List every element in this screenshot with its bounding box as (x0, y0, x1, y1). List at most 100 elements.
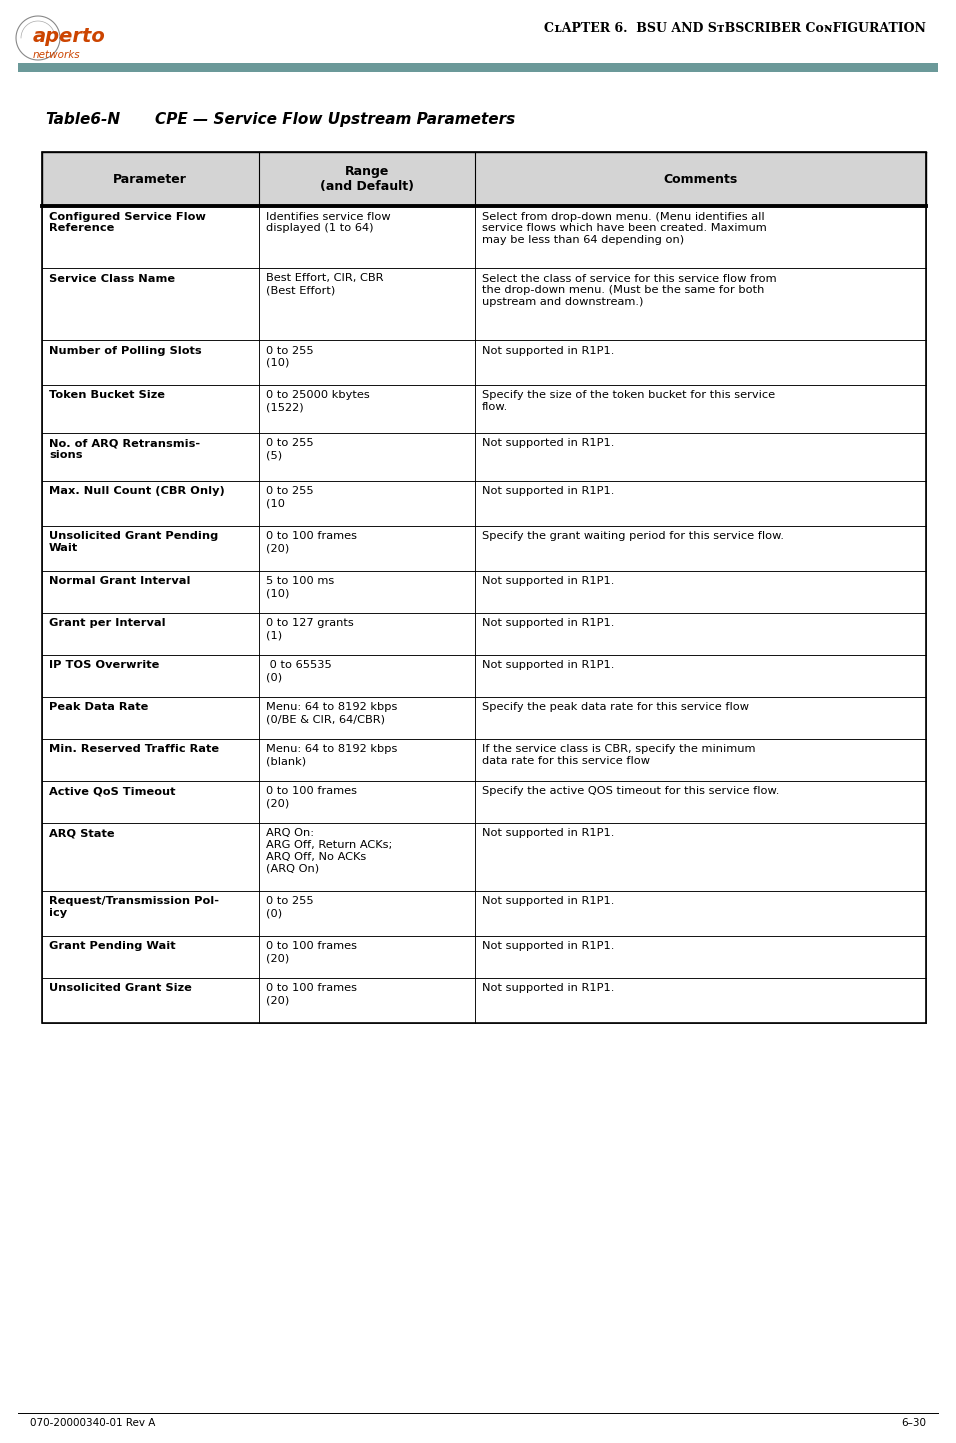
Text: Request/Transmission Pol-
icy: Request/Transmission Pol- icy (49, 896, 219, 918)
Text: Best Effort, CIR, CBR
(Best Effort): Best Effort, CIR, CBR (Best Effort) (266, 274, 383, 296)
Bar (42, 433, 258, 481)
Bar (42, 890, 258, 937)
Bar (475, 823, 926, 890)
Bar (18, 63, 938, 72)
Bar (475, 655, 926, 697)
Text: Grant Pending Wait: Grant Pending Wait (49, 941, 176, 951)
Text: Not supported in R1P1.: Not supported in R1P1. (482, 486, 615, 496)
Text: Unsolicited Grant Pending
Wait: Unsolicited Grant Pending Wait (49, 531, 218, 553)
Text: Select the class of service for this service flow from
the drop-down menu. (Must: Select the class of service for this ser… (482, 274, 777, 307)
Bar (258, 697, 475, 739)
Bar (42, 152, 926, 1023)
Bar (475, 341, 926, 385)
Text: Grant per Interval: Grant per Interval (49, 619, 165, 629)
Text: 5 to 100 ms
(10): 5 to 100 ms (10) (266, 577, 334, 597)
Text: 0 to 255
(10: 0 to 255 (10 (266, 486, 314, 508)
Text: Not supported in R1P1.: Not supported in R1P1. (482, 619, 615, 629)
Text: Specify the size of the token bucket for this service
flow.: Specify the size of the token bucket for… (482, 391, 775, 413)
Text: Specify the grant waiting period for this service flow.: Specify the grant waiting period for thi… (482, 531, 784, 541)
Text: 0 to 65535
(0): 0 to 65535 (0) (266, 661, 332, 683)
Text: Peak Data Rate: Peak Data Rate (49, 703, 148, 713)
Text: Not supported in R1P1.: Not supported in R1P1. (482, 941, 615, 951)
Bar (258, 937, 475, 978)
Text: Range
(and Default): Range (and Default) (320, 165, 414, 193)
Text: Select from drop-down menu. (Menu identifies all
service flows which have been c: Select from drop-down menu. (Menu identi… (482, 212, 767, 245)
Bar (258, 613, 475, 655)
Bar (258, 978, 475, 1023)
Text: Specify the active QOS timeout for this service flow.: Specify the active QOS timeout for this … (482, 786, 779, 797)
Text: ARQ State: ARQ State (49, 828, 115, 838)
Text: Comments: Comments (663, 173, 738, 186)
Bar (42, 206, 258, 268)
Bar (42, 781, 258, 823)
Text: 0 to 255
(0): 0 to 255 (0) (266, 896, 314, 918)
Text: Menu: 64 to 8192 kbps
(0/BE & CIR, 64/CBR): Menu: 64 to 8192 kbps (0/BE & CIR, 64/CB… (266, 703, 397, 724)
Text: Active QoS Timeout: Active QoS Timeout (49, 786, 176, 797)
Bar (42, 613, 258, 655)
Text: Not supported in R1P1.: Not supported in R1P1. (482, 828, 615, 838)
Bar (42, 571, 258, 613)
Text: Number of Polling Slots: Number of Polling Slots (49, 345, 202, 355)
Bar (258, 433, 475, 481)
Bar (475, 613, 926, 655)
Bar (475, 781, 926, 823)
Bar (475, 571, 926, 613)
Bar (475, 890, 926, 937)
Text: Min. Reserved Traffic Rate: Min. Reserved Traffic Rate (49, 745, 219, 755)
Text: 0 to 127 grants
(1): 0 to 127 grants (1) (266, 619, 354, 641)
Bar (42, 385, 258, 433)
Bar (475, 978, 926, 1023)
Bar (258, 571, 475, 613)
Text: No. of ARQ Retransmis-
sions: No. of ARQ Retransmis- sions (49, 439, 200, 460)
Bar (42, 823, 258, 890)
Bar (258, 739, 475, 781)
Bar (258, 341, 475, 385)
Bar (42, 527, 258, 571)
Bar (258, 890, 475, 937)
Text: 0 to 100 frames
(20): 0 to 100 frames (20) (266, 984, 357, 1006)
Text: 6–30: 6–30 (901, 1418, 926, 1429)
Text: 0 to 25000 kbytes
(1522): 0 to 25000 kbytes (1522) (266, 391, 369, 413)
Text: Identifies service flow
displayed (1 to 64): Identifies service flow displayed (1 to … (266, 212, 390, 234)
Text: Not supported in R1P1.: Not supported in R1P1. (482, 661, 615, 671)
Bar (42, 739, 258, 781)
Bar (258, 481, 475, 527)
Text: 0 to 100 frames
(20): 0 to 100 frames (20) (266, 786, 357, 808)
Text: CʟAPTER 6.  BSU AND SᴛBSCRIBER CᴏɴFIGURATION: CʟAPTER 6. BSU AND SᴛBSCRIBER CᴏɴFIGURAT… (544, 22, 926, 35)
Text: Normal Grant Interval: Normal Grant Interval (49, 577, 190, 586)
Text: If the service class is CBR, specify the minimum
data rate for this service flow: If the service class is CBR, specify the… (482, 745, 755, 766)
Bar (475, 937, 926, 978)
Bar (475, 527, 926, 571)
Text: CPE — Service Flow Upstream Parameters: CPE — Service Flow Upstream Parameters (155, 113, 515, 127)
Bar (42, 481, 258, 527)
Text: networks: networks (33, 51, 80, 61)
Text: Max. Null Count (CBR Only): Max. Null Count (CBR Only) (49, 486, 225, 496)
Text: IP TOS Overwrite: IP TOS Overwrite (49, 661, 160, 671)
Text: Specify the peak data rate for this service flow: Specify the peak data rate for this serv… (482, 703, 750, 713)
Bar (42, 152, 926, 206)
Text: 0 to 100 frames
(20): 0 to 100 frames (20) (266, 941, 357, 962)
Text: aperto: aperto (33, 27, 106, 46)
Bar (42, 697, 258, 739)
Text: Unsolicited Grant Size: Unsolicited Grant Size (49, 984, 192, 993)
Bar (475, 268, 926, 341)
Bar (42, 341, 258, 385)
Text: ARQ On:
ARG Off, Return ACKs;
ARQ Off, No ACKs
(ARQ On): ARQ On: ARG Off, Return ACKs; ARQ Off, N… (266, 828, 392, 873)
Text: Not supported in R1P1.: Not supported in R1P1. (482, 577, 615, 586)
Bar (258, 385, 475, 433)
Text: Not supported in R1P1.: Not supported in R1P1. (482, 896, 615, 906)
Bar (258, 781, 475, 823)
Text: Configured Service Flow
Reference: Configured Service Flow Reference (49, 212, 206, 234)
Bar (258, 527, 475, 571)
Bar (42, 937, 258, 978)
Text: 0 to 255
(10): 0 to 255 (10) (266, 345, 314, 367)
Bar (475, 206, 926, 268)
Text: Not supported in R1P1.: Not supported in R1P1. (482, 345, 615, 355)
Text: 0 to 255
(5): 0 to 255 (5) (266, 439, 314, 460)
Text: Not supported in R1P1.: Not supported in R1P1. (482, 984, 615, 993)
Bar (475, 697, 926, 739)
Text: 070-20000340-01 Rev A: 070-20000340-01 Rev A (30, 1418, 156, 1429)
Text: Not supported in R1P1.: Not supported in R1P1. (482, 439, 615, 449)
Bar (475, 433, 926, 481)
Bar (258, 823, 475, 890)
